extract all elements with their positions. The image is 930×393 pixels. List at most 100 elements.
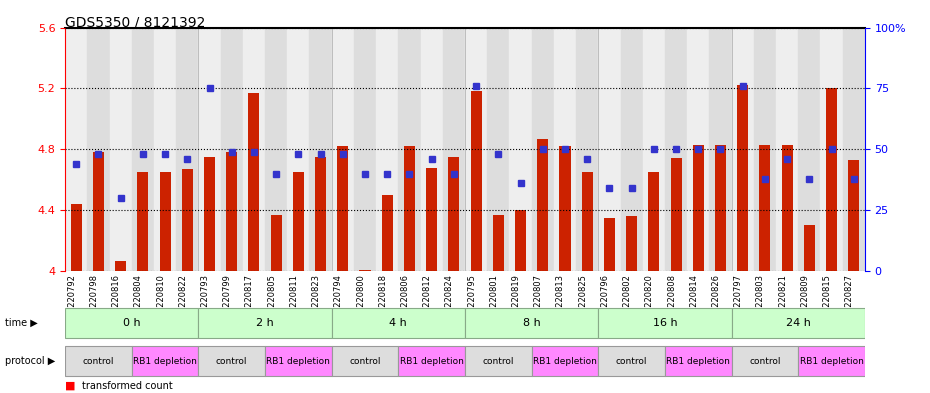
Bar: [715, 145, 726, 271]
Bar: [581, 172, 592, 271]
FancyBboxPatch shape: [598, 346, 665, 376]
FancyBboxPatch shape: [732, 346, 798, 376]
Text: RB1 depletion: RB1 depletion: [133, 357, 197, 366]
FancyBboxPatch shape: [198, 346, 265, 376]
Bar: [220, 28, 243, 271]
Bar: [71, 204, 82, 271]
Bar: [398, 28, 420, 271]
Text: GDS5350 / 8121392: GDS5350 / 8121392: [65, 16, 206, 30]
Bar: [181, 169, 193, 271]
FancyBboxPatch shape: [665, 346, 732, 376]
Text: 8 h: 8 h: [523, 318, 540, 328]
Text: control: control: [216, 357, 247, 366]
Bar: [115, 261, 126, 271]
Text: 24 h: 24 h: [786, 318, 811, 328]
Bar: [693, 145, 704, 271]
Text: control: control: [616, 357, 647, 366]
Text: 0 h: 0 h: [123, 318, 140, 328]
FancyBboxPatch shape: [465, 346, 532, 376]
Bar: [404, 146, 415, 271]
Bar: [265, 28, 287, 271]
FancyBboxPatch shape: [65, 346, 132, 376]
Bar: [598, 28, 620, 271]
Text: ■: ■: [65, 381, 75, 391]
Text: RB1 depletion: RB1 depletion: [533, 357, 597, 366]
Text: 16 h: 16 h: [653, 318, 677, 328]
Text: control: control: [83, 357, 114, 366]
Bar: [532, 28, 554, 271]
Bar: [538, 139, 549, 271]
Bar: [848, 160, 859, 271]
Bar: [648, 172, 659, 271]
Bar: [287, 28, 310, 271]
Bar: [643, 28, 665, 271]
Bar: [110, 28, 132, 271]
Bar: [465, 28, 487, 271]
FancyBboxPatch shape: [332, 308, 465, 338]
Bar: [420, 28, 443, 271]
Bar: [493, 215, 504, 271]
Bar: [760, 145, 770, 271]
Bar: [554, 28, 576, 271]
Bar: [338, 146, 349, 271]
Text: time ▶: time ▶: [5, 318, 37, 328]
Bar: [687, 28, 710, 271]
FancyBboxPatch shape: [332, 346, 398, 376]
Bar: [354, 28, 376, 271]
FancyBboxPatch shape: [265, 346, 332, 376]
Bar: [820, 28, 843, 271]
Bar: [626, 216, 637, 271]
Bar: [781, 145, 792, 271]
Bar: [293, 172, 304, 271]
Bar: [804, 226, 815, 271]
Bar: [576, 28, 598, 271]
Bar: [204, 157, 215, 271]
Bar: [65, 28, 87, 271]
Bar: [426, 167, 437, 271]
Bar: [315, 157, 326, 271]
Bar: [198, 28, 220, 271]
FancyBboxPatch shape: [465, 308, 598, 338]
Bar: [448, 157, 459, 271]
Bar: [471, 92, 482, 271]
FancyBboxPatch shape: [798, 346, 865, 376]
Text: RB1 depletion: RB1 depletion: [400, 357, 464, 366]
FancyBboxPatch shape: [398, 346, 465, 376]
Text: control: control: [350, 357, 380, 366]
Bar: [360, 270, 370, 271]
Bar: [671, 158, 682, 271]
Bar: [487, 28, 510, 271]
FancyBboxPatch shape: [732, 308, 865, 338]
Text: transformed count: transformed count: [82, 381, 173, 391]
Bar: [710, 28, 732, 271]
Bar: [243, 28, 265, 271]
Text: RB1 depletion: RB1 depletion: [266, 357, 330, 366]
FancyBboxPatch shape: [198, 308, 332, 338]
Bar: [310, 28, 332, 271]
Bar: [160, 172, 170, 271]
Bar: [620, 28, 643, 271]
Bar: [826, 88, 837, 271]
Bar: [560, 146, 570, 271]
FancyBboxPatch shape: [65, 308, 198, 338]
Bar: [332, 28, 354, 271]
Bar: [93, 152, 104, 271]
Bar: [843, 28, 865, 271]
Bar: [176, 28, 198, 271]
Bar: [376, 28, 398, 271]
Text: RB1 depletion: RB1 depletion: [800, 357, 864, 366]
FancyBboxPatch shape: [132, 346, 198, 376]
Bar: [665, 28, 687, 271]
Bar: [138, 172, 149, 271]
FancyBboxPatch shape: [532, 346, 598, 376]
Bar: [798, 28, 820, 271]
Bar: [271, 215, 282, 271]
Text: RB1 depletion: RB1 depletion: [666, 357, 730, 366]
Bar: [87, 28, 110, 271]
Text: control: control: [750, 357, 780, 366]
Bar: [737, 85, 749, 271]
Bar: [754, 28, 776, 271]
Bar: [226, 152, 237, 271]
Text: 2 h: 2 h: [256, 318, 274, 328]
Bar: [248, 93, 259, 271]
